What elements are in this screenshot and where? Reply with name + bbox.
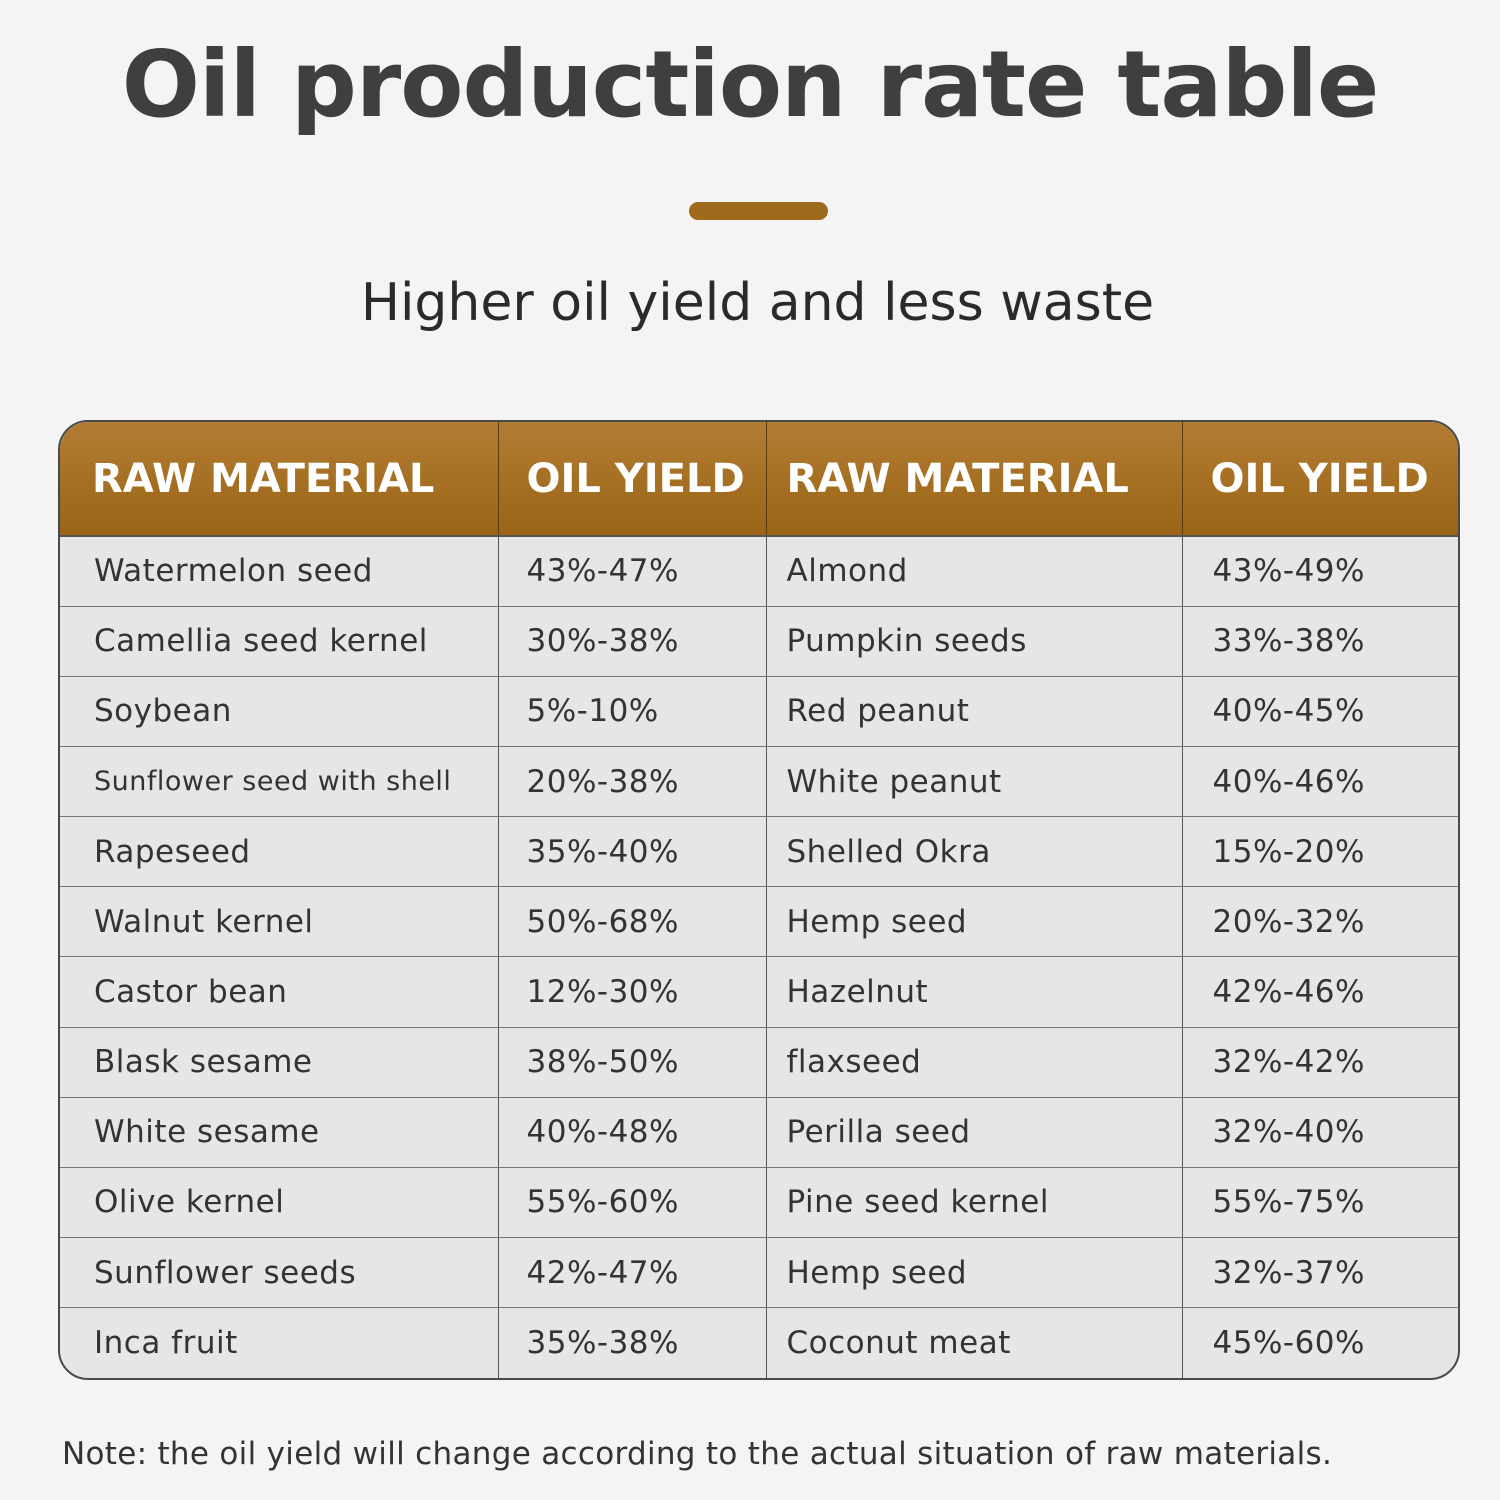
raw-material-cell: Coconut meat bbox=[766, 1307, 1183, 1378]
footnote: Note: the oil yield will change accordin… bbox=[62, 1436, 1333, 1472]
table-row: White sesame 40%-48% Perilla seed 32%-40% bbox=[60, 1097, 1458, 1168]
title-divider bbox=[689, 202, 828, 220]
oil-yield-cell: 43%-49% bbox=[1182, 536, 1458, 607]
table-header-row: RAW MATERIAL OIL YIELD RAW MATERIAL OIL … bbox=[60, 422, 1458, 537]
raw-material-cell: Shelled Okra bbox=[766, 816, 1183, 888]
raw-material-cell: Sunflower seed with shell bbox=[60, 746, 499, 818]
oil-yield-cell: 32%-42% bbox=[1182, 1027, 1458, 1098]
header-raw-material: RAW MATERIAL bbox=[60, 422, 499, 537]
raw-material-cell: Castor bean bbox=[60, 956, 499, 1028]
raw-material-cell: Pine seed kernel bbox=[766, 1167, 1183, 1239]
raw-material-cell: Olive kernel bbox=[60, 1167, 499, 1239]
table-row: Castor bean 12%-30% Hazelnut 42%-46% bbox=[60, 956, 1458, 1028]
table-row: Walnut kernel 50%-68% Hemp seed 20%-32% bbox=[60, 886, 1458, 958]
oil-yield-cell: 50%-68% bbox=[498, 886, 767, 958]
raw-material-cell: flaxseed bbox=[766, 1027, 1183, 1098]
oil-yield-cell: 5%-10% bbox=[498, 676, 767, 747]
oil-yield-cell: 55%-75% bbox=[1182, 1167, 1458, 1239]
oil-yield-cell: 55%-60% bbox=[498, 1167, 767, 1239]
oil-yield-cell: 42%-47% bbox=[498, 1237, 767, 1309]
page-subtitle: Higher oil yield and less waste bbox=[360, 273, 1155, 333]
table-row: Camellia seed kernel 30%-38% Pumpkin seeds… bbox=[60, 606, 1458, 677]
page-title: Oil production rate table bbox=[121, 31, 1380, 138]
table-row: Sunflower seeds 42%-47% Hemp seed 32%-37% bbox=[60, 1237, 1458, 1309]
oil-yield-cell: 30%-38% bbox=[498, 606, 767, 677]
oil-yield-cell: 35%-40% bbox=[498, 816, 767, 888]
raw-material-cell: Inca fruit bbox=[60, 1307, 499, 1378]
oil-yield-cell: 33%-38% bbox=[1182, 606, 1458, 677]
raw-material-cell: Rapeseed bbox=[60, 816, 499, 888]
oil-yield-cell: 32%-37% bbox=[1182, 1237, 1458, 1309]
raw-material-cell: Sunflower seeds bbox=[60, 1237, 499, 1309]
header-oil-yield: OIL YIELD bbox=[498, 422, 767, 537]
oil-yield-cell: 38%-50% bbox=[498, 1027, 767, 1098]
header-oil-yield: OIL YIELD bbox=[1182, 422, 1458, 537]
table-row: Watermelon seed 43%-47% Almond 43%-49% bbox=[60, 536, 1458, 607]
raw-material-cell: Pumpkin seeds bbox=[766, 606, 1183, 677]
oil-yield-cell: 42%-46% bbox=[1182, 956, 1458, 1028]
raw-material-cell: Blask sesame bbox=[60, 1027, 499, 1098]
table-row: Inca fruit 35%-38% Coconut meat 45%-60% bbox=[60, 1307, 1458, 1378]
raw-material-cell: Almond bbox=[766, 536, 1183, 607]
raw-material-cell: Watermelon seed bbox=[60, 536, 499, 607]
table-row: Blask sesame 38%-50% flaxseed 32%-42% bbox=[60, 1027, 1458, 1098]
raw-material-cell: Camellia seed kernel bbox=[60, 606, 499, 677]
raw-material-cell: White sesame bbox=[60, 1097, 499, 1168]
oil-yield-cell: 20%-32% bbox=[1182, 886, 1458, 958]
oil-yield-cell: 20%-38% bbox=[498, 746, 767, 818]
raw-material-cell: Soybean bbox=[60, 676, 499, 747]
raw-material-cell: Hemp seed bbox=[766, 886, 1183, 958]
oil-yield-cell: 15%-20% bbox=[1182, 816, 1458, 888]
table-row: Soybean 5%-10% Red peanut 40%-45% bbox=[60, 676, 1458, 747]
raw-material-cell: Red peanut bbox=[766, 676, 1183, 747]
raw-material-cell: Walnut kernel bbox=[60, 886, 499, 958]
table-row: Olive kernel 55%-60% Pine seed kernel 55%-7… bbox=[60, 1167, 1458, 1239]
header-raw-material: RAW MATERIAL bbox=[766, 422, 1183, 537]
raw-material-cell: White peanut bbox=[766, 746, 1183, 818]
oil-yield-cell: 32%-40% bbox=[1182, 1097, 1458, 1168]
raw-material-cell: Perilla seed bbox=[766, 1097, 1183, 1168]
oil-yield-cell: 40%-45% bbox=[1182, 676, 1458, 747]
raw-material-cell: Hemp seed bbox=[766, 1237, 1183, 1309]
table-row: Rapeseed 35%-40% Shelled Okra 15%-20% bbox=[60, 816, 1458, 888]
raw-material-cell: Hazelnut bbox=[766, 956, 1183, 1028]
table-row: Sunflower seed with shell 20%-38% White pe… bbox=[60, 746, 1458, 818]
oil-yield-cell: 45%-60% bbox=[1212, 1325, 1365, 1362]
oil-yield-cell: 40%-48% bbox=[498, 1097, 767, 1168]
oil-yield-cell: 35%-38% bbox=[498, 1307, 767, 1378]
oil-yield-cell: 40%-46% bbox=[1182, 746, 1458, 818]
oil-yield-cell: 12%-30% bbox=[498, 956, 767, 1028]
oil-yield-cell: 43%-47% bbox=[498, 536, 767, 607]
oil-yield-table: RAW MATERIAL OIL YIELD RAW MATERIAL OIL … bbox=[58, 420, 1460, 1380]
